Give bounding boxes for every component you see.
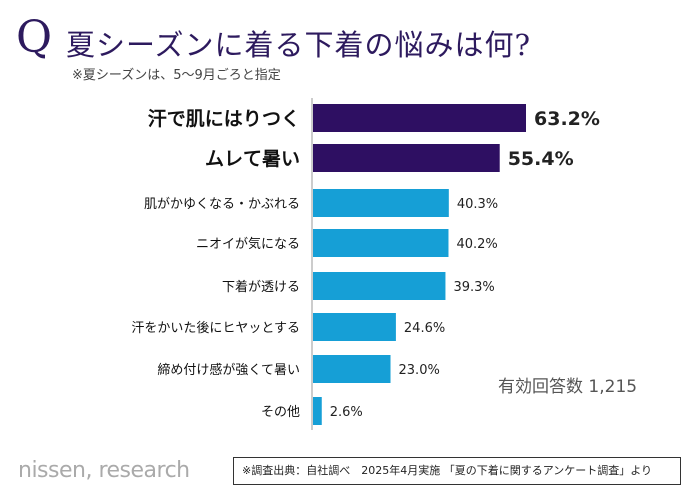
source-note: ※調査出典：自社調べ 2025年4月実施 「夏の下着に関するアンケート調査」より	[233, 457, 681, 485]
category-label: 汗で肌にはりつく	[148, 108, 300, 130]
chart-title: 夏シーズンに着る下着の悩みは何?	[66, 28, 532, 62]
bar	[313, 104, 526, 132]
bar	[313, 272, 446, 300]
respondent-count: 有効回答数 1,215	[498, 377, 638, 397]
value-label: 24.6%	[404, 321, 445, 336]
bar	[313, 144, 500, 172]
value-label: 63.2%	[534, 108, 600, 130]
category-label: その他	[261, 405, 300, 420]
value-label: 2.6%	[330, 405, 363, 420]
category-label: 汗をかいた後にヒヤッとする	[131, 321, 300, 336]
category-label: 下着が透ける	[222, 279, 300, 295]
q-mark: Q	[16, 12, 53, 63]
logo: nissen, research	[18, 458, 190, 483]
bar-chart: 汗で肌にはりつく 63.2% ムレて暑い 55.4% 肌がかゆくなる・かぶれる 40.3%…	[131, 98, 600, 430]
value-label: 39.3%	[453, 280, 494, 295]
category-label: 締め付け感が強くて暑い	[157, 362, 300, 378]
value-label: 40.2%	[456, 237, 497, 252]
value-label: 55.4%	[508, 148, 574, 170]
category-label: ニオイが気になる	[196, 236, 300, 252]
bar	[313, 229, 449, 257]
bar	[313, 189, 449, 217]
value-label: 40.3%	[457, 197, 498, 212]
bar	[313, 397, 322, 425]
bar	[313, 355, 391, 383]
chart-subtitle: ※夏シーズンは、5〜9月ごろと指定	[72, 68, 281, 83]
category-label: 肌がかゆくなる・かぶれる	[144, 197, 300, 212]
category-label: ムレて暑い	[205, 148, 300, 170]
value-label: 23.0%	[399, 363, 440, 378]
bar	[313, 313, 396, 341]
